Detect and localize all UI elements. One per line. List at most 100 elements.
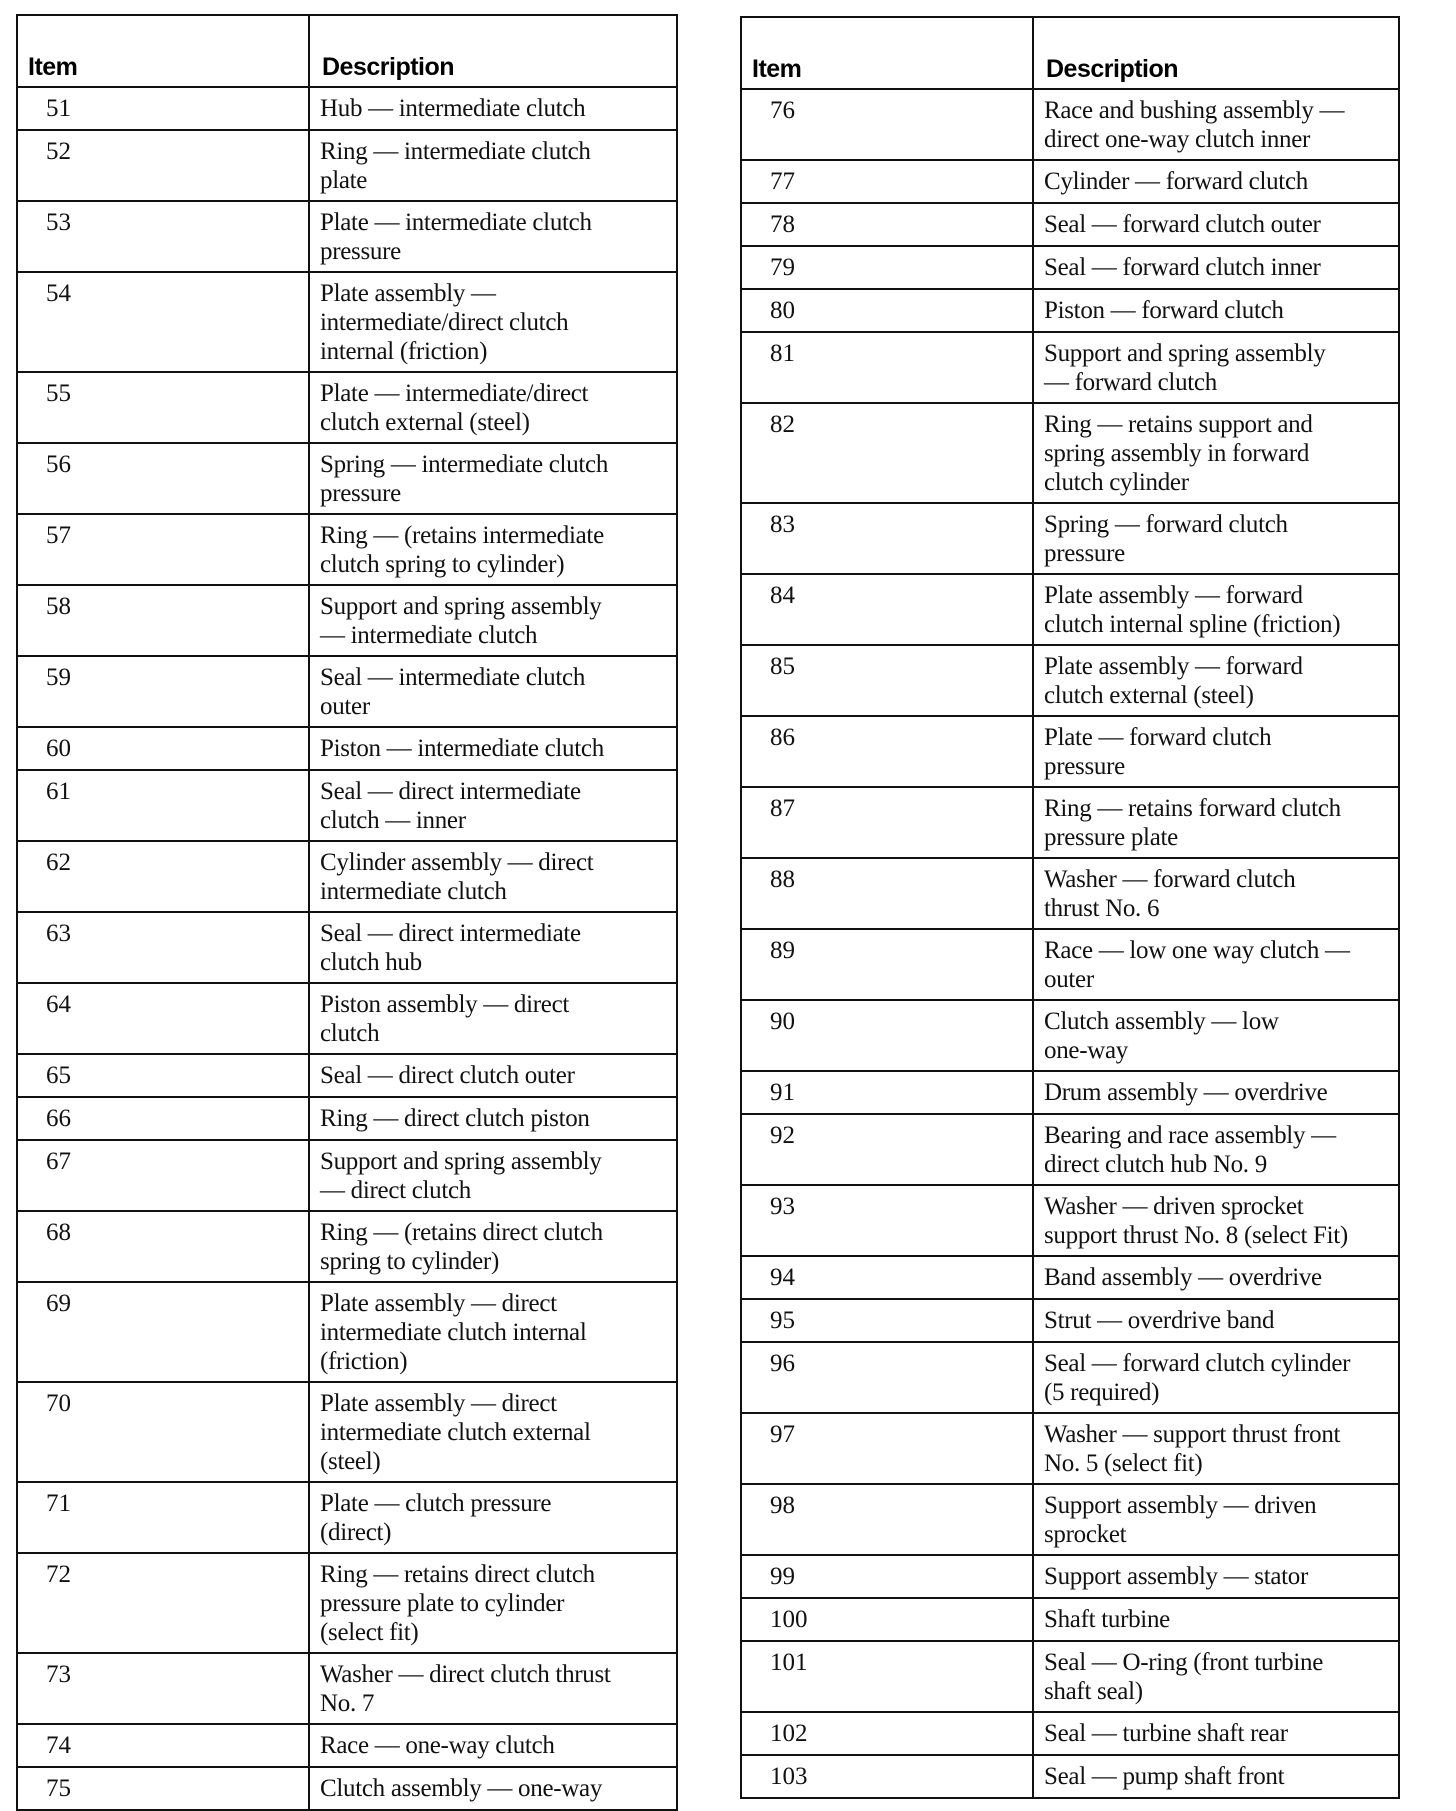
item-number: 62 <box>16 840 310 913</box>
item-number: 69 <box>16 1281 310 1383</box>
table-row: 57 Ring — (retains intermediate clutch sp… <box>16 513 678 586</box>
table-row: 90 Clutch assembly — low one-way <box>740 999 1400 1072</box>
item-number: 52 <box>16 129 310 202</box>
table-row: 85 Plate assembly — forward clutch extern… <box>740 644 1400 717</box>
item-description: Clutch assembly — one-way <box>308 1766 678 1811</box>
item-number: 95 <box>740 1298 1034 1343</box>
item-number: 53 <box>16 200 310 273</box>
table-row: 77 Cylinder — forward clutch <box>740 159 1400 204</box>
table-row: 51 Hub — intermediate clutch <box>16 86 678 131</box>
item-description: Race and bushing assembly — direct one-w… <box>1032 88 1400 161</box>
item-description: Washer — support thrust front No. 5 (sel… <box>1032 1412 1400 1485</box>
item-description: Shaft turbine <box>1032 1597 1400 1642</box>
table-row: 60 Piston — intermediate clutch <box>16 726 678 771</box>
item-number: 87 <box>740 786 1034 859</box>
item-number: 81 <box>740 331 1034 404</box>
item-number: 72 <box>16 1552 310 1654</box>
table-row: 80 Piston — forward clutch <box>740 288 1400 333</box>
item-description: Cylinder assembly — direct intermediate … <box>308 840 678 913</box>
item-description: Band assembly — overdrive <box>1032 1255 1400 1300</box>
item-number: 70 <box>16 1381 310 1483</box>
table-row: 63 Seal — direct intermediate clutch hub <box>16 911 678 984</box>
table-row: 72 Ring — retains direct clutch pressure … <box>16 1552 678 1654</box>
item-description: Washer — direct clutch thrust No. 7 <box>308 1652 678 1725</box>
item-description: Seal — direct intermediate clutch hub <box>308 911 678 984</box>
item-number: 103 <box>740 1754 1034 1799</box>
table-row: 76 Race and bushing assembly — direct one… <box>740 88 1400 161</box>
parts-table-left: Item Description 51 Hub — intermediate cl… <box>16 14 678 1811</box>
item-number: 68 <box>16 1210 310 1283</box>
table-row: 82 Ring — retains support and spring asse… <box>740 402 1400 504</box>
item-number: 79 <box>740 245 1034 290</box>
item-description: Support and spring assembly — intermedia… <box>308 584 678 657</box>
item-number: 93 <box>740 1184 1034 1257</box>
item-number: 56 <box>16 442 310 515</box>
table-header: Item Description <box>16 14 678 88</box>
item-number: 82 <box>740 402 1034 504</box>
item-number: 96 <box>740 1341 1034 1414</box>
item-description: Seal — forward clutch outer <box>1032 202 1400 247</box>
item-description: Race — low one way clutch — outer <box>1032 928 1400 1001</box>
item-number: 101 <box>740 1640 1034 1713</box>
table-row: 101 Seal — O-ring (front turbine shaft se… <box>740 1640 1400 1713</box>
table-row: 100 Shaft turbine <box>740 1597 1400 1642</box>
item-description: Piston assembly — direct clutch <box>308 982 678 1055</box>
table-row: 68 Ring — (retains direct clutch spring t… <box>16 1210 678 1283</box>
item-description: Plate — intermediate clutch pressure <box>308 200 678 273</box>
item-description: Washer — forward clutch thrust No. 6 <box>1032 857 1400 930</box>
table-row: 67 Support and spring assembly — direct c… <box>16 1139 678 1212</box>
table-row: 103 Seal — pump shaft front <box>740 1754 1400 1799</box>
item-description: Seal — forward clutch inner <box>1032 245 1400 290</box>
table-row: 79 Seal — forward clutch inner <box>740 245 1400 290</box>
table-row: 96 Seal — forward clutch cylinder (5 requ… <box>740 1341 1400 1414</box>
item-description: Seal — direct intermediate clutch — inne… <box>308 769 678 842</box>
table-row: 83 Spring — forward clutch pressure <box>740 502 1400 575</box>
table-row: 59 Seal — intermediate clutch outer <box>16 655 678 728</box>
table-row: 53 Plate — intermediate clutch pressure <box>16 200 678 273</box>
item-number: 58 <box>16 584 310 657</box>
item-description: Support assembly — driven sprocket <box>1032 1483 1400 1556</box>
item-column-header: Item <box>740 16 1034 90</box>
description-column-header: Description <box>1032 16 1400 90</box>
table-header: Item Description <box>740 16 1400 90</box>
item-description: Seal — direct clutch outer <box>308 1053 678 1098</box>
table-row: 81 Support and spring assembly — forward … <box>740 331 1400 404</box>
item-description: Spring — forward clutch pressure <box>1032 502 1400 575</box>
table-row: 102 Seal — turbine shaft rear <box>740 1711 1400 1756</box>
table-row: 78 Seal — forward clutch outer <box>740 202 1400 247</box>
item-description: Ring — (retains direct clutch spring to … <box>308 1210 678 1283</box>
item-number: 97 <box>740 1412 1034 1485</box>
item-number: 73 <box>16 1652 310 1725</box>
table-row: 95 Strut — overdrive band <box>740 1298 1400 1343</box>
item-number: 57 <box>16 513 310 586</box>
item-description: Plate assembly — direct intermediate clu… <box>308 1281 678 1383</box>
item-number: 100 <box>740 1597 1034 1642</box>
item-number: 63 <box>16 911 310 984</box>
item-number: 60 <box>16 726 310 771</box>
item-description: Piston — intermediate clutch <box>308 726 678 771</box>
item-description: Seal — O-ring (front turbine shaft seal) <box>1032 1640 1400 1713</box>
table-row: 73 Washer — direct clutch thrust No. 7 <box>16 1652 678 1725</box>
table-row: 74 Race — one-way clutch <box>16 1723 678 1768</box>
item-number: 76 <box>740 88 1034 161</box>
item-number: 80 <box>740 288 1034 333</box>
table-row: 65 Seal — direct clutch outer <box>16 1053 678 1098</box>
table-row: 98 Support assembly — driven sprocket <box>740 1483 1400 1556</box>
table-row: 69 Plate assembly — direct intermediate c… <box>16 1281 678 1383</box>
item-number: 90 <box>740 999 1034 1072</box>
item-number: 78 <box>740 202 1034 247</box>
item-description: Plate — intermediate/direct clutch exter… <box>308 371 678 444</box>
item-description: Piston — forward clutch <box>1032 288 1400 333</box>
item-description: Ring — retains support and spring assemb… <box>1032 402 1400 504</box>
table-row: 56 Spring — intermediate clutch pressure <box>16 442 678 515</box>
table-row: 97 Washer — support thrust front No. 5 (s… <box>740 1412 1400 1485</box>
item-number: 86 <box>740 715 1034 788</box>
table-row: 89 Race — low one way clutch — outer <box>740 928 1400 1001</box>
item-description: Spring — intermediate clutch pressure <box>308 442 678 515</box>
table-row: 62 Cylinder assembly — direct intermediat… <box>16 840 678 913</box>
item-number: 89 <box>740 928 1034 1001</box>
table-row: 88 Washer — forward clutch thrust No. 6 <box>740 857 1400 930</box>
table-row: 86 Plate — forward clutch pressure <box>740 715 1400 788</box>
table-row: 52 Ring — intermediate clutch plate <box>16 129 678 202</box>
item-number: 91 <box>740 1070 1034 1115</box>
